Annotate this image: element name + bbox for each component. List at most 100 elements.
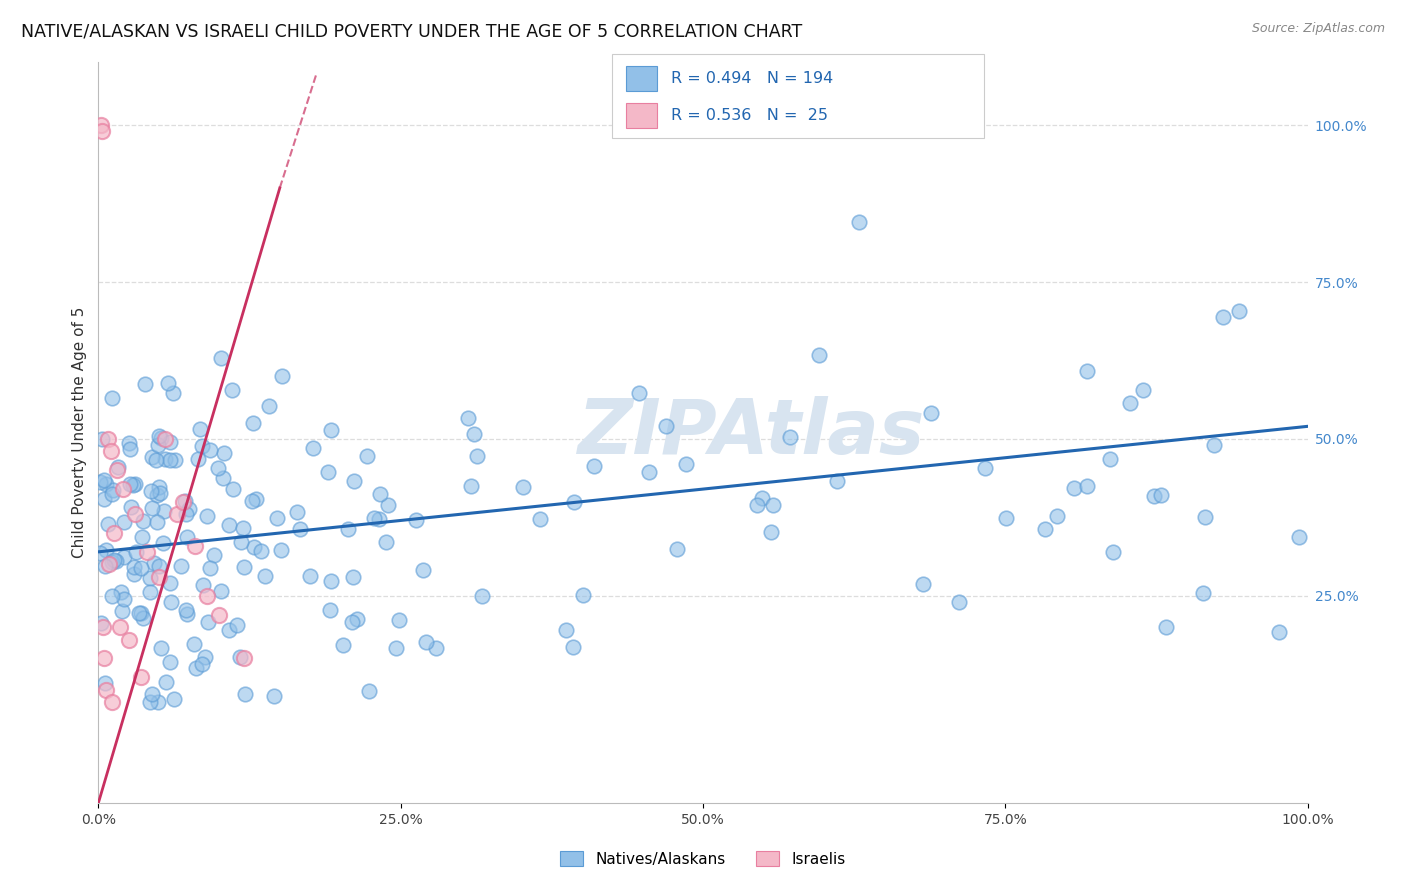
Point xyxy=(779,430,801,444)
Point xyxy=(425,641,447,656)
Point xyxy=(243,541,266,555)
Point xyxy=(298,569,321,583)
Text: ZIPAtlas: ZIPAtlas xyxy=(578,396,925,469)
Point xyxy=(104,554,127,568)
Point xyxy=(100,444,122,458)
Point xyxy=(825,475,848,489)
Point xyxy=(149,641,172,656)
Text: R = 0.536   N =  25: R = 0.536 N = 25 xyxy=(671,108,828,122)
Point xyxy=(211,471,233,485)
Point xyxy=(319,423,342,437)
Point xyxy=(112,592,135,607)
Point xyxy=(100,589,122,603)
Point xyxy=(465,450,488,464)
Point xyxy=(159,434,181,449)
Point xyxy=(174,494,197,508)
Point xyxy=(108,620,131,634)
Point xyxy=(134,376,156,391)
Point xyxy=(1288,530,1310,544)
Point xyxy=(143,556,166,570)
Point xyxy=(145,515,167,529)
Point xyxy=(249,544,271,558)
Point xyxy=(214,446,236,460)
Point xyxy=(319,574,342,588)
Point xyxy=(229,534,252,549)
Point xyxy=(159,453,181,467)
Point xyxy=(172,494,194,508)
Y-axis label: Child Poverty Under the Age of 5: Child Poverty Under the Age of 5 xyxy=(72,307,87,558)
Point xyxy=(94,542,117,557)
Point xyxy=(195,589,218,603)
Point xyxy=(1150,488,1173,502)
Point xyxy=(166,507,188,521)
Point xyxy=(125,545,148,559)
Point xyxy=(93,473,115,487)
Point xyxy=(89,475,111,490)
Point xyxy=(194,650,217,665)
Point xyxy=(103,526,125,541)
Point xyxy=(107,460,129,475)
Point xyxy=(209,351,232,365)
Point xyxy=(200,443,222,458)
Point xyxy=(191,578,214,592)
Point xyxy=(287,505,309,519)
Point xyxy=(94,558,117,573)
Point xyxy=(270,543,292,558)
Point xyxy=(948,595,970,609)
Point xyxy=(257,399,280,413)
Point xyxy=(638,465,661,479)
Point xyxy=(159,656,181,670)
Point xyxy=(582,459,605,474)
Point xyxy=(562,640,585,654)
Point xyxy=(655,419,678,434)
Point xyxy=(176,607,198,622)
Point xyxy=(555,623,578,637)
Point xyxy=(159,576,181,591)
Point xyxy=(388,614,411,628)
Point xyxy=(141,500,163,515)
Point xyxy=(165,453,187,467)
Point xyxy=(141,450,163,464)
Point xyxy=(911,577,934,591)
Point xyxy=(1229,304,1251,318)
Point xyxy=(1268,624,1291,639)
Point xyxy=(207,461,229,475)
Point xyxy=(762,498,785,512)
Point xyxy=(183,637,205,651)
Point xyxy=(91,124,114,138)
Point xyxy=(112,550,135,565)
Point xyxy=(233,687,256,701)
Point xyxy=(94,682,117,697)
Point xyxy=(141,484,163,499)
Point xyxy=(155,674,177,689)
Point xyxy=(1099,451,1122,466)
Point xyxy=(129,670,152,684)
Point xyxy=(101,391,124,405)
Point xyxy=(385,640,408,655)
Text: R = 0.494   N = 194: R = 0.494 N = 194 xyxy=(671,71,832,86)
Point xyxy=(263,690,285,704)
Point xyxy=(994,511,1017,525)
Point xyxy=(118,476,141,491)
Point xyxy=(529,512,551,526)
Point xyxy=(191,439,214,453)
Point xyxy=(1076,364,1098,378)
Point xyxy=(184,661,207,675)
Point xyxy=(122,478,145,492)
Point xyxy=(91,433,114,447)
Point xyxy=(148,480,170,494)
Point xyxy=(759,524,782,539)
Point xyxy=(112,515,135,529)
Point xyxy=(562,494,585,508)
Text: NATIVE/ALASKAN VS ISRAELI CHILD POVERTY UNDER THE AGE OF 5 CORRELATION CHART: NATIVE/ALASKAN VS ISRAELI CHILD POVERTY … xyxy=(21,22,803,40)
Point xyxy=(346,612,368,626)
Point xyxy=(146,695,169,709)
Point xyxy=(195,508,218,523)
Point xyxy=(90,118,112,132)
Point xyxy=(374,534,396,549)
Point xyxy=(270,369,292,384)
Point xyxy=(218,623,240,637)
Point xyxy=(405,513,427,527)
Point xyxy=(105,463,128,477)
Point xyxy=(101,487,124,501)
